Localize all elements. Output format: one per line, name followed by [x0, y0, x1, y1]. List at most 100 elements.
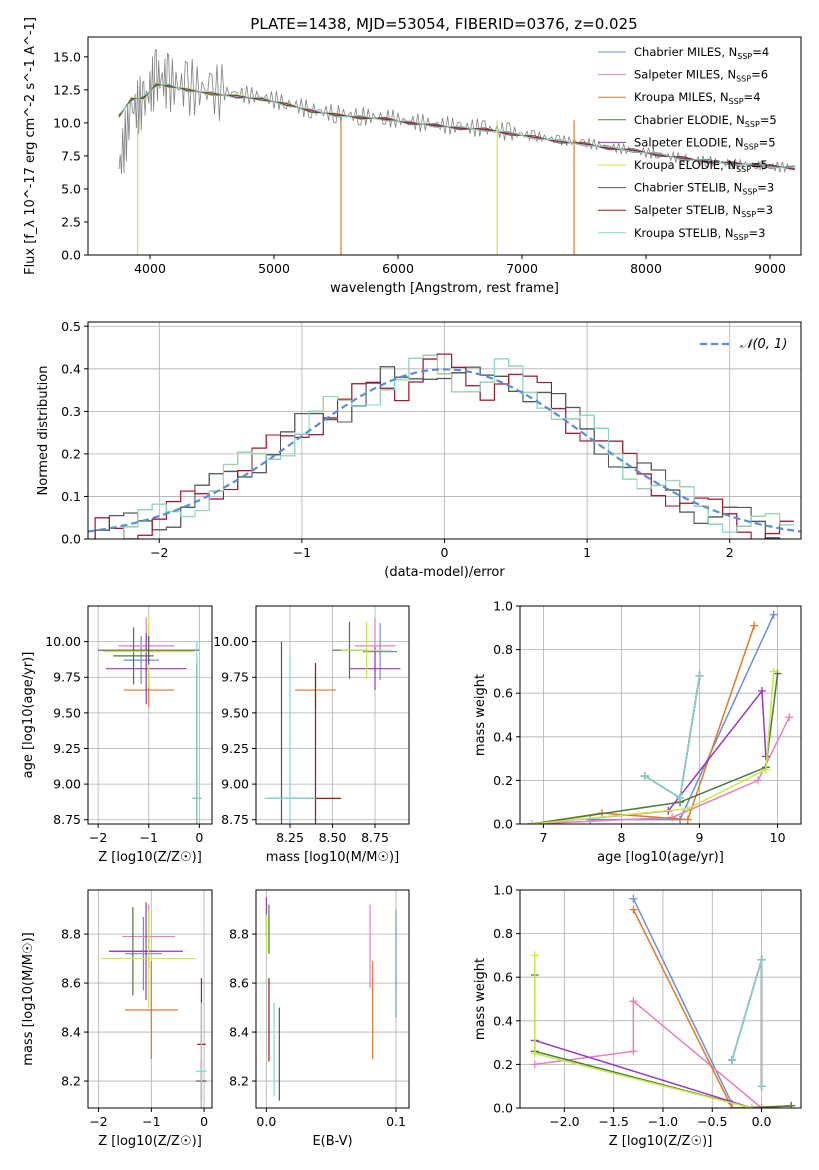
y-tick-label: 8.4: [229, 1025, 249, 1040]
weight-line: [531, 673, 779, 824]
x-tick-label: 2: [726, 545, 734, 560]
weight-marker: [676, 793, 685, 802]
legend: Chabrier MILES, NSSP=4 Salpeter MILES, NS…: [598, 45, 777, 242]
weight-marker: [754, 776, 763, 785]
model-spectrum: [118, 84, 795, 170]
weight-line: [731, 959, 763, 1087]
axes-frame: [87, 605, 213, 825]
y-tick-label: 10.00: [213, 634, 249, 649]
axes-frame: [519, 605, 802, 825]
legend-label: Chabrier ELODIE, NSSP=5: [634, 113, 777, 129]
y-axis-label: mass weight: [473, 958, 488, 1040]
weight-marker: [530, 1049, 539, 1058]
x-tick-label: 5000: [258, 261, 290, 276]
legend-label: Kroupa ELODIE, NSSP=5: [634, 158, 768, 174]
error-cross: [341, 621, 392, 679]
y-tick-label: 8.2: [229, 1074, 249, 1089]
y-tick-label: 9.00: [221, 777, 249, 792]
weight-marker: [586, 815, 595, 824]
y-tick-label: 9.00: [53, 777, 81, 792]
weight-marker: [757, 1104, 766, 1108]
x-tick-label: 8.75: [361, 830, 389, 845]
plot-area: [118, 48, 795, 255]
y-tick-label: 0.2: [61, 446, 81, 461]
weight-line: [731, 959, 763, 1087]
x-tick-label: −1: [140, 830, 158, 845]
panel-spectrum: 4000 5000 6000 7000 8000 9000 0.0 2.5 5.0 7.5 10.0…: [23, 17, 802, 296]
panel-mass-vs-ebv: 0.0 0.1 8.2 8.4 8.6 8.8 E(B-V): [229, 889, 410, 1149]
y-tick-label: 8.4: [61, 1025, 81, 1040]
error-cross: [105, 633, 187, 705]
weight-marker: [640, 772, 649, 781]
x-tick-label: 9: [696, 830, 704, 845]
y-tick-label: 10.0: [53, 115, 81, 130]
x-axis-label: Z [log10(Z/Z☉)]: [98, 850, 202, 865]
y-tick-label: 0.2: [493, 1057, 513, 1072]
x-tick-label: 8: [617, 830, 625, 845]
weight-marker: [683, 804, 692, 813]
axes-frame: [255, 889, 410, 1109]
y-tick-label: 8.75: [53, 812, 81, 827]
axes-frame: [87, 889, 213, 1109]
error-cross: [124, 961, 178, 1060]
figure-title: PLATE=1438, MJD=53054, FIBERID=0376, z=0…: [250, 15, 637, 33]
legend-label: Chabrier MILES, NSSP=4: [634, 45, 769, 61]
weight-marker: [629, 1047, 638, 1056]
x-tick-label: −2.0: [549, 1114, 579, 1129]
x-tick-label: −1: [293, 545, 311, 560]
weight-marker: [757, 955, 766, 964]
x-tick-label: 8000: [630, 261, 662, 276]
panel-weight-vs-z: −2.0 −1.5 −1.0 −0.5 0.0 0.0 0.2 0.4 0.6 0.8 1.0 Z […: [473, 883, 802, 1149]
x-tick-label: 0: [200, 1114, 208, 1129]
weight-line: [534, 999, 763, 1108]
weight-line: [531, 688, 767, 824]
error-cross: [363, 623, 398, 681]
legend-label: Chabrier STELIB, NSSP=3: [634, 181, 774, 197]
y-tick-label: 10.00: [45, 634, 81, 649]
x-tick-label: −2: [89, 1114, 107, 1129]
y-axis-label: mass weight: [473, 674, 488, 756]
weight-marker: [769, 610, 778, 619]
weight-marker: [769, 667, 778, 676]
weight-marker: [530, 951, 539, 960]
legend-label: Salpeter MILES, NSSP=6: [634, 68, 768, 84]
error-cross: [123, 635, 159, 685]
y-tick-label: 0.3: [61, 404, 81, 419]
y-tick-label: 15.0: [53, 49, 81, 64]
model-spectrum: [118, 83, 795, 171]
weight-marker: [727, 1104, 736, 1108]
error-cross: [113, 627, 154, 685]
weight-line: [731, 959, 763, 1087]
weight-marker: [750, 621, 759, 630]
x-tick-label: −2: [89, 830, 107, 845]
weight-line: [531, 625, 755, 824]
axes-frame: [255, 605, 410, 825]
error-cross: [98, 635, 200, 665]
y-tick-label: 8.6: [61, 976, 81, 991]
plot-area: [88, 890, 212, 1108]
weight-marker: [668, 813, 677, 822]
x-tick-label: 0.0: [752, 1114, 772, 1129]
error-cross: [191, 641, 202, 824]
x-tick-label: −1.0: [648, 1114, 678, 1129]
y-tick-label: 9.25: [53, 741, 81, 756]
weight-marker: [629, 894, 638, 903]
normal-curve: [88, 368, 801, 533]
weight-marker: [757, 1082, 766, 1091]
error-cross: [264, 655, 316, 824]
weight-line: [534, 955, 752, 1108]
y-tick-label: 0.2: [493, 773, 513, 788]
y-tick-label: 9.50: [221, 705, 249, 720]
y-axis-label: Flux [f_λ 10^-17 erg cm^-2 s^-1 A^-1]: [23, 17, 38, 275]
histogram-series: [94, 366, 794, 539]
plot-area: [88, 322, 801, 539]
y-tick-label: 0.8: [493, 926, 513, 941]
error-cross: [349, 647, 401, 691]
weight-marker: [629, 905, 638, 914]
y-tick-label: 0.8: [493, 642, 513, 657]
x-tick-label: 0.1: [386, 1114, 406, 1129]
x-tick-label: 9000: [754, 261, 786, 276]
y-tick-label: 8.8: [229, 927, 249, 942]
weight-marker: [761, 752, 770, 761]
x-axis-label: Z [log10(Z/Z☉)]: [609, 1134, 713, 1149]
